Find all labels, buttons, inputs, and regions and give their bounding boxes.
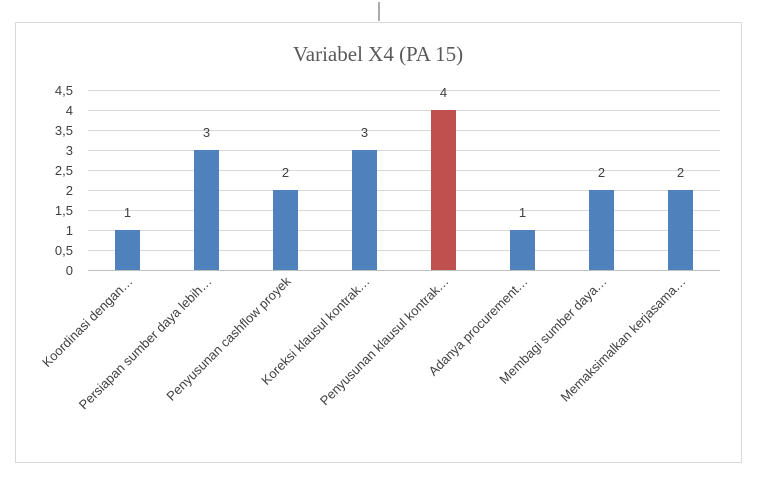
data-label: 1 xyxy=(519,205,526,220)
data-label: 2 xyxy=(282,165,289,180)
data-label: 4 xyxy=(440,85,447,100)
data-label: 2 xyxy=(598,165,605,180)
y-tick-label: 1 xyxy=(66,223,73,238)
y-tick-label: 0 xyxy=(66,263,73,278)
y-tick-label: 2 xyxy=(66,183,73,198)
bar xyxy=(194,150,219,270)
bar xyxy=(668,190,693,270)
y-tick-label: 3 xyxy=(66,143,73,158)
bars xyxy=(115,110,693,270)
bar xyxy=(589,190,614,270)
gridlines xyxy=(88,90,720,271)
bar xyxy=(115,230,140,270)
bar xyxy=(352,150,377,270)
data-label: 3 xyxy=(361,125,368,140)
y-tick-label: 4,5 xyxy=(55,83,73,98)
bar xyxy=(431,110,456,270)
y-tick-label: 1,5 xyxy=(55,203,73,218)
data-label: 2 xyxy=(677,165,684,180)
data-labels: 1 3 2 3 4 1 2 2 xyxy=(124,85,684,220)
bar xyxy=(273,190,298,270)
y-axis-ticks: 0 0,5 1 1,5 2 2,5 3 3,5 4 4,5 xyxy=(55,83,73,278)
chart-title: Variabel X4 (PA 15) xyxy=(293,42,463,66)
y-tick-label: 4 xyxy=(66,103,73,118)
y-tick-label: 2,5 xyxy=(55,163,73,178)
data-label: 3 xyxy=(203,125,210,140)
data-label: 1 xyxy=(124,205,131,220)
bar xyxy=(510,230,535,270)
y-tick-label: 0,5 xyxy=(55,243,73,258)
y-tick-label: 3,5 xyxy=(55,123,73,138)
